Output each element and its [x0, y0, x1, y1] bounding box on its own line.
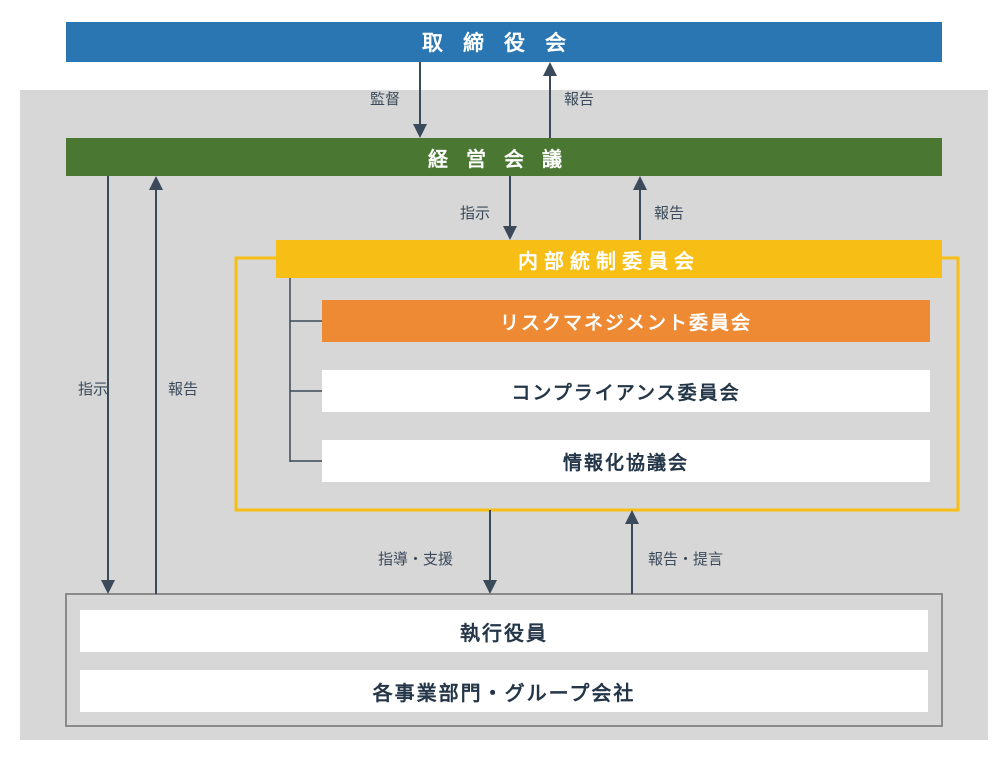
- edge-label-report-left: 報告: [168, 378, 198, 399]
- node-management-meeting: 経営会議: [66, 138, 942, 176]
- edge-label-guide-support: 指導・支援: [378, 548, 453, 569]
- org-diagram: 取締役会 経営会議 内部統制委員会 リスクマネジメント委員会 コンプライアンス委…: [0, 0, 1008, 764]
- label: 内部統制委員会: [518, 245, 700, 274]
- label: 経営会議: [428, 143, 580, 172]
- edge-label-instruct-mid: 指示: [460, 202, 490, 223]
- label: リスクマネジメント委員会: [500, 308, 752, 335]
- node-executive-officers: 執行役員: [80, 610, 928, 652]
- node-board-of-directors: 取締役会: [66, 22, 942, 62]
- label: 各事業部門・グループ会社: [373, 677, 636, 706]
- node-business-divisions: 各事業部門・グループ会社: [80, 670, 928, 712]
- edge-label-report-mid: 報告: [654, 202, 684, 223]
- label: 情報化協議会: [563, 448, 689, 475]
- edge-label-instruct-left: 指示: [78, 378, 108, 399]
- label: 執行役員: [460, 617, 548, 646]
- edge-label-report-top: 報告: [564, 88, 594, 109]
- node-risk-management: リスクマネジメント委員会: [322, 300, 930, 342]
- label: 取締役会: [422, 27, 586, 57]
- node-internal-control: 内部統制委員会: [276, 240, 942, 278]
- node-compliance: コンプライアンス委員会: [322, 370, 930, 412]
- label: コンプライアンス委員会: [511, 378, 740, 405]
- node-information: 情報化協議会: [322, 440, 930, 482]
- edge-label-supervise: 監督: [370, 88, 400, 109]
- edge-label-report-propose: 報告・提言: [648, 548, 723, 569]
